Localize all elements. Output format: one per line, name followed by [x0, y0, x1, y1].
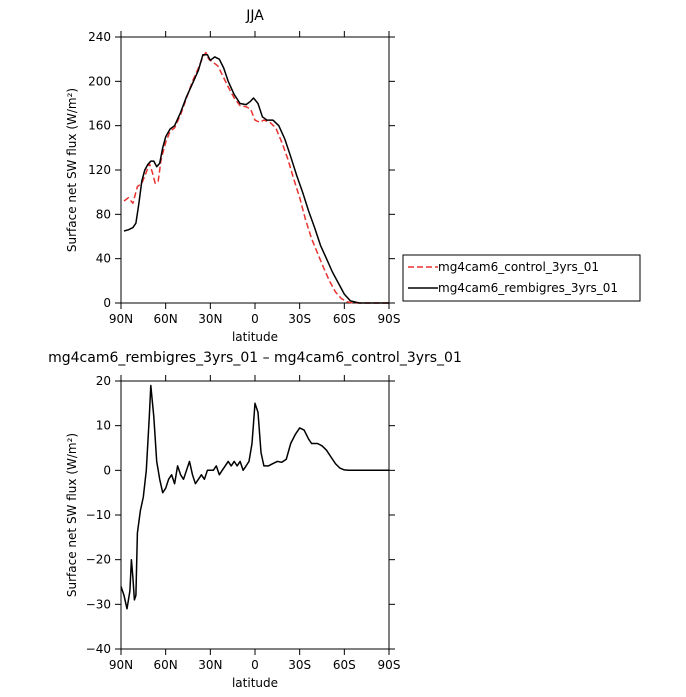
- legend-label-0: mg4cam6_control_3yrs_01: [438, 260, 599, 274]
- chart-1-y-tick-label: 0: [103, 463, 111, 477]
- chart-1-y-tick-label: −20: [86, 553, 111, 567]
- chart-0-series-line-0: [123, 51, 389, 304]
- chart-0-x-axis-label: latitude: [232, 330, 278, 344]
- chart-1-x-tick-label: 30S: [288, 658, 311, 672]
- chart-1-y-tick-label: −10: [86, 508, 111, 522]
- legend-label-1: mg4cam6_rembigres_3yrs_01: [438, 281, 618, 295]
- chart-1-x-tick-label: 90S: [378, 658, 401, 672]
- chart-0-x-tick-label: 90S: [378, 312, 401, 326]
- chart-1-series-line-0: [120, 384, 389, 610]
- chart-0-y-tick-label: 160: [88, 119, 111, 133]
- legend-box: [402, 254, 641, 302]
- chart-0-y-tick-label: 0: [103, 296, 111, 310]
- chart-0-x-tick-label: 60S: [333, 312, 356, 326]
- chart-0-x-tick-label: 90N: [109, 312, 133, 326]
- top-panel: JJA 0 40 80 120 160 200 240 90N 60N 30N 0 30S 60S 90S l…: [65, 8, 400, 344]
- chart-0-x-tick-label: 60N: [154, 312, 178, 326]
- legend: mg4cam6_control_3yrs_01 mg4cam6_rembigres…: [402, 254, 641, 302]
- chart-1-x-tick-label: 30N: [198, 658, 222, 672]
- chart-1-y-tick-label: −40: [86, 642, 111, 656]
- chart-0-plot-frame: [120, 36, 390, 304]
- bottom-panel: mg4cam6_rembigres_3yrs_01 – mg4cam6_cont…: [48, 350, 462, 690]
- chart-0-x-tick-label: 30N: [198, 312, 222, 326]
- chart-1-title: mg4cam6_rembigres_3yrs_01 – mg4cam6_cont…: [48, 350, 462, 366]
- chart-1-x-tick-label: 90N: [109, 658, 133, 672]
- chart-0-y-tick-label: 40: [96, 252, 111, 266]
- chart-1-x-tick-label: 60S: [333, 658, 356, 672]
- chart-0-y-tick-label: 120: [88, 163, 111, 177]
- chart-0-title: JJA: [245, 8, 264, 24]
- chart-0-x-tick-label: 0: [251, 312, 259, 326]
- chart-1-y-tick-label: 20: [96, 374, 111, 388]
- chart-0-y-tick-label: 200: [88, 74, 111, 88]
- chart-0-y-tick-label: 80: [96, 207, 111, 221]
- chart-1-x-tick-label: 0: [251, 658, 259, 672]
- chart-0-y-tick-label: 240: [88, 30, 111, 44]
- chart-1-y-tick-label: −30: [86, 597, 111, 611]
- chart-0-x-tick-label: 30S: [288, 312, 311, 326]
- chart-1-plot-frame: [120, 380, 390, 650]
- chart-1-y-axis-label: Surface net SW flux (W/m²): [65, 433, 79, 597]
- chart-1-x-axis-label: latitude: [232, 676, 278, 690]
- chart-0-y-axis-label: Surface net SW flux (W/m²): [65, 88, 79, 252]
- chart-1-y-tick-label: 10: [96, 419, 111, 433]
- chart-1-x-tick-label: 60N: [154, 658, 178, 672]
- chart-0-series-line-1: [123, 53, 389, 304]
